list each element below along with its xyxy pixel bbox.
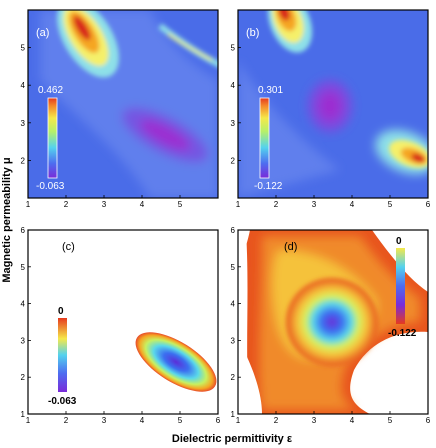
- panel-d-colorbar-min: -0.122: [388, 328, 417, 339]
- panel-a-label: (a): [36, 27, 49, 39]
- x-tick-label: 3: [102, 416, 107, 425]
- panel-b-colorbar: 0.301 -0.122: [254, 85, 283, 192]
- panel-b-label: (b): [246, 27, 259, 39]
- x-tick-label: 4: [350, 200, 355, 209]
- y-tick-label: 4: [21, 81, 26, 90]
- y-tick-label: 6: [231, 226, 236, 235]
- x-tick-label: 3: [312, 200, 317, 209]
- y-tick-label: 5: [21, 263, 26, 272]
- panel-c: (c) 0 -0.063 1 2 3 4 5 6 1 2 3 4 5 6: [21, 226, 221, 425]
- x-tick-label: 5: [178, 200, 183, 209]
- x-tick-label: 5: [178, 416, 183, 425]
- x-tick-label: 2: [64, 200, 69, 209]
- x-axis-title: Dielectric permittivity ε: [172, 433, 293, 445]
- y-tick-label: 1: [231, 410, 236, 419]
- panel-c-frame: [27, 229, 219, 415]
- y-tick-label: 6: [21, 226, 26, 235]
- y-axis-title: Magnetic permeability μ: [1, 157, 13, 282]
- x-tick-label: 2: [274, 200, 279, 209]
- y-tick-label: 4: [231, 300, 236, 309]
- panel-a-colorbar: 0.462 -0.063: [36, 85, 65, 192]
- panel-c-label: (c): [62, 241, 75, 253]
- panel-c-heatmap: [28, 230, 218, 414]
- x-tick-label: 5: [388, 200, 393, 209]
- panel-c-colorbar-min: -0.063: [48, 396, 77, 407]
- panel-d: (d) 0 -0.122 1 2 3 4 5 6 1 2 3 4 5 6: [231, 226, 431, 425]
- x-tick-label: 4: [140, 416, 145, 425]
- panel-a-heatmap: [28, 10, 218, 198]
- y-tick-label: 1: [21, 410, 26, 419]
- panel-b: (b) 0.301 -0.122 1 2 3 4 5 6 2 3 4 5: [231, 9, 431, 209]
- x-tick-label: 1: [236, 416, 241, 425]
- y-tick-label: 5: [231, 263, 236, 272]
- panel-d-frame: [237, 229, 429, 415]
- panel-c-ticks: 1 2 3 4 5 6 1 2 3 4 5 6: [21, 226, 221, 425]
- x-tick-label: 1: [26, 200, 31, 209]
- x-tick-label: 4: [350, 416, 355, 425]
- panel-b-ticks: 1 2 3 4 5 6 2 3 4 5: [231, 44, 431, 209]
- panel-c-colorbar-max: 0: [58, 306, 64, 317]
- panel-b-heatmap: [238, 10, 428, 198]
- x-tick-label: 1: [236, 200, 241, 209]
- y-tick-label: 3: [231, 336, 236, 345]
- x-tick-label: 3: [102, 200, 107, 209]
- y-tick-label: 2: [21, 156, 26, 165]
- y-tick-label: 2: [231, 156, 236, 165]
- panel-a-colorbar-min: -0.063: [36, 181, 65, 192]
- x-tick-label: 1: [26, 416, 31, 425]
- y-tick-label: 3: [231, 119, 236, 128]
- panel-a-frame: [27, 9, 219, 199]
- x-tick-label: 4: [140, 200, 145, 209]
- panel-d-colorbar-max: 0: [396, 236, 402, 247]
- x-tick-label: 6: [426, 200, 431, 209]
- x-tick-label: 5: [388, 416, 393, 425]
- y-tick-label: 4: [21, 300, 26, 309]
- panel-b-colorbar-max: 0.301: [258, 85, 283, 96]
- panel-a: (a) 0.462 -0.063 1 2 3 4 5 2 3 4 5: [21, 9, 219, 209]
- x-tick-label: 6: [426, 416, 431, 425]
- x-tick-label: 2: [274, 416, 279, 425]
- panel-a-ticks: 1 2 3 4 5 2 3 4 5: [21, 44, 183, 209]
- x-tick-label: 6: [216, 416, 221, 425]
- panel-b-colorbar-min: -0.122: [254, 181, 283, 192]
- panel-c-colorbar: 0 -0.063: [48, 306, 77, 407]
- panel-a-colorbar-max: 0.462: [38, 85, 63, 96]
- y-tick-label: 3: [21, 336, 26, 345]
- panel-d-ticks: 1 2 3 4 5 6 1 2 3 4 5 6: [231, 226, 431, 425]
- y-tick-label: 4: [231, 81, 236, 90]
- y-tick-label: 5: [231, 44, 236, 53]
- y-tick-label: 3: [21, 119, 26, 128]
- x-tick-label: 2: [64, 416, 69, 425]
- y-tick-label: 2: [21, 373, 26, 382]
- x-tick-label: 3: [312, 416, 317, 425]
- panel-d-label: (d): [284, 241, 297, 253]
- panel-b-frame: [237, 9, 429, 199]
- y-tick-label: 2: [231, 373, 236, 382]
- panel-d-colorbar: 0 -0.122: [388, 236, 417, 339]
- y-tick-label: 5: [21, 44, 26, 53]
